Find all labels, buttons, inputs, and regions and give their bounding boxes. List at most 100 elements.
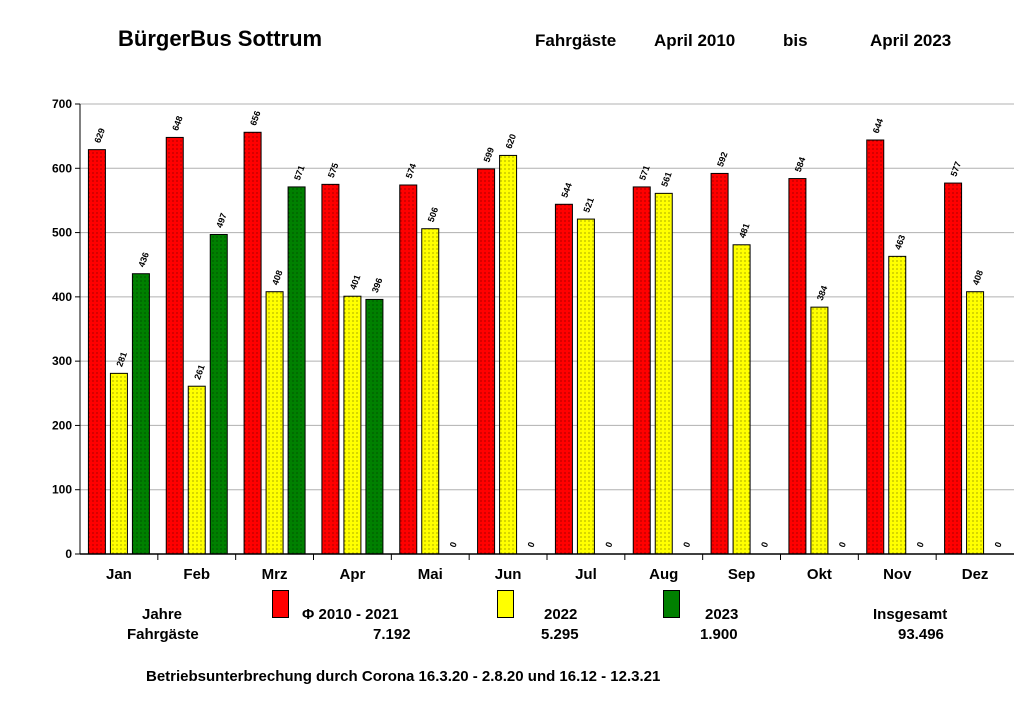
data-label: 0 (837, 541, 848, 549)
data-label: 544 (559, 181, 574, 199)
y-tick-label: 200 (52, 418, 72, 432)
data-label: 0 (526, 541, 537, 549)
footnote: Betriebsunterbrechung durch Corona 16.3.… (146, 668, 661, 685)
data-label: 577 (949, 160, 964, 178)
bar-texture (477, 168, 495, 554)
data-label: 384 (815, 284, 830, 302)
data-label: 436 (136, 251, 151, 269)
data-label: 0 (448, 541, 459, 549)
data-label: 0 (681, 541, 692, 549)
bar-texture (866, 140, 884, 554)
bar-texture (421, 228, 439, 554)
bar-texture (499, 155, 517, 554)
x-tick-label: Mrz (262, 566, 288, 583)
x-tick-label: Mai (418, 566, 443, 583)
bar-texture (633, 186, 651, 554)
header-bis: bis (783, 31, 808, 50)
data-label: 0 (993, 541, 1004, 549)
data-label: 644 (871, 117, 886, 135)
bar-texture (266, 291, 284, 554)
x-tick-label: Jul (575, 566, 597, 583)
legend-insgesamt-label: Insgesamt (873, 606, 948, 623)
legend-swatch-2022 (497, 590, 514, 618)
data-label: 648 (170, 115, 185, 133)
bar-texture (110, 373, 128, 554)
x-tick-label: Nov (883, 566, 912, 583)
bar-texture (788, 178, 806, 555)
legend-label-avg: Φ 2010 - 2021 (302, 606, 399, 623)
bar-texture (188, 386, 206, 554)
bar-texture (321, 184, 339, 554)
bar-texture (88, 149, 106, 554)
bar-chart: 629 281 436 648 261 497 656 408 571 575 401 396 574 5… (52, 97, 1014, 583)
bar-texture (343, 296, 361, 554)
data-label: 599 (482, 146, 497, 164)
y-tick-label: 100 (52, 483, 72, 497)
chart-title: BürgerBus Sottrum (118, 26, 323, 51)
data-label: 0 (915, 541, 926, 549)
data-label: 521 (581, 196, 596, 214)
x-tick-label: Feb (183, 566, 210, 583)
legend-insgesamt-value: 93.496 (898, 626, 944, 643)
bar-texture (244, 132, 262, 555)
bar-texture (288, 186, 306, 554)
legend-swatch-2023 (663, 590, 680, 618)
data-label: 561 (659, 170, 674, 188)
bar-texture (944, 183, 962, 555)
data-label: 281 (114, 350, 129, 368)
header-from: April 2010 (654, 31, 736, 50)
bar-texture (166, 137, 184, 554)
data-label: 408 (971, 269, 986, 287)
legend-swatch-avg (272, 590, 289, 618)
x-tick-label: Okt (807, 566, 832, 583)
x-tick-label: Jun (495, 566, 522, 583)
data-label: 497 (214, 212, 229, 230)
data-label: 656 (248, 109, 263, 127)
x-tick-label: Sep (728, 566, 756, 583)
x-tick-label: Jan (106, 566, 132, 583)
legend-fahrgaeste-label: Fahrgäste (127, 626, 199, 643)
data-label: 401 (348, 273, 363, 291)
y-tick-label: 0 (65, 547, 72, 561)
data-label: 574 (404, 162, 419, 180)
data-label: 506 (426, 206, 441, 224)
y-tick-label: 600 (52, 161, 72, 175)
x-tick-label: Apr (339, 566, 365, 583)
legend-label-2022: 2022 (544, 606, 578, 623)
data-label: 0 (759, 541, 770, 549)
bar-texture (966, 291, 984, 554)
bar-texture (733, 244, 751, 555)
y-tick-label: 700 (52, 97, 72, 111)
data-label: 584 (793, 156, 808, 174)
data-label: 575 (326, 161, 341, 179)
data-label: 463 (893, 233, 908, 251)
legend-label-2023: 2023 (705, 606, 739, 623)
data-label: 620 (504, 133, 519, 151)
data-label: 481 (737, 222, 752, 240)
data-label: 592 (715, 151, 730, 169)
y-tick-label: 500 (52, 226, 72, 240)
data-label: 629 (92, 127, 107, 145)
bar-texture (888, 256, 906, 554)
header-to: April 2023 (870, 31, 952, 50)
bar-texture (365, 299, 383, 554)
bar-texture (711, 173, 729, 554)
bar-texture (132, 273, 150, 554)
bar-texture (810, 307, 828, 554)
bar-texture (655, 193, 673, 554)
data-label: 408 (270, 269, 285, 287)
bar-texture (577, 219, 595, 555)
bar-texture (399, 185, 417, 554)
bar-texture (555, 204, 573, 555)
y-tick-label: 400 (52, 290, 72, 304)
legend-total-2022: 5.295 (541, 626, 579, 643)
data-label: 0 (603, 541, 614, 549)
legend-jahre-label: Jahre (142, 606, 183, 623)
header-label: Fahrgäste (535, 31, 617, 50)
legend-total-avg: 7.192 (373, 626, 411, 643)
x-tick-label: Aug (649, 566, 678, 583)
legend-total-2023: 1.900 (700, 626, 738, 643)
data-label: 571 (292, 164, 307, 182)
data-label: 571 (637, 164, 652, 182)
bar-texture (210, 234, 228, 554)
